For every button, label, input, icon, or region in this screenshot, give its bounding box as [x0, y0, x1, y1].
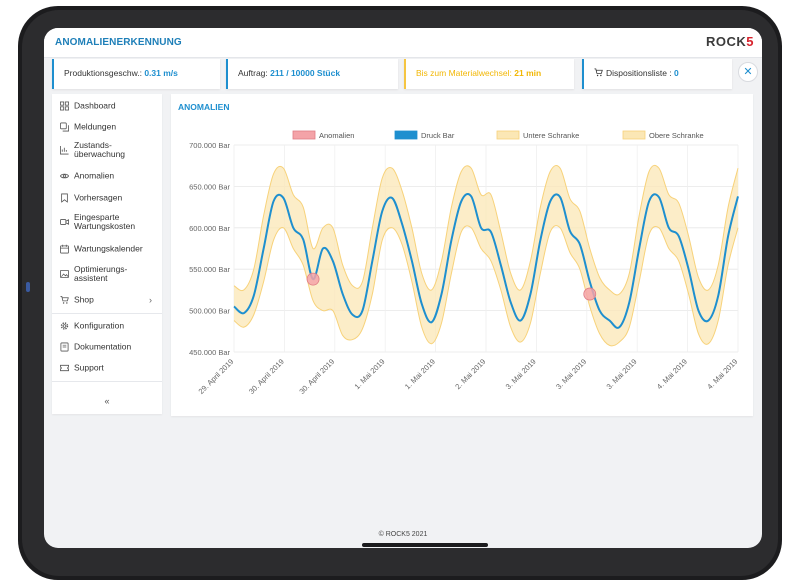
x-tick-label: 4. Mai 2019: [655, 357, 689, 391]
legend-swatch: [394, 130, 418, 140]
dashboard-icon: [60, 101, 69, 111]
x-tick-label: 3. Mai 2019: [554, 357, 588, 391]
sidebar-item-label: Zustands- überwachung: [74, 140, 126, 159]
x-tick-label: 1. Mai 2019: [403, 357, 437, 391]
video-icon: [60, 219, 69, 225]
x-tick-label: 4. Mai 2019: [705, 357, 739, 391]
production-speed-label: Produktionsgeschw.:: [64, 68, 145, 78]
order-card: Auftrag: 211 / 10000 Stück: [226, 59, 398, 89]
sidebar-item-label: Dashboard: [74, 100, 116, 111]
sidebar-item-label: Optimierungs- assistent: [74, 264, 128, 283]
collapse-sidebar-button[interactable]: «: [104, 396, 110, 406]
y-tick-label: 550.000 Bar: [189, 265, 230, 274]
sidebar-item-label: Anomalien: [74, 170, 115, 181]
sidebar-item-vorhersagen[interactable]: Vorhersagen: [52, 188, 162, 208]
y-tick-label: 700.000 Bar: [189, 141, 230, 150]
sidebar-divider: [52, 313, 162, 314]
sidebar-item-label: Vorhersagen: [74, 192, 123, 203]
order-value: 211 / 10000 Stück: [270, 68, 341, 78]
material-change-label: Bis zum Materialwechsel:: [416, 68, 515, 78]
anomalies-panel: ANOMALIEN 700.000 Bar 650.000 Bar 600.000 …: [171, 94, 753, 416]
book-icon: [60, 342, 69, 352]
x-tick-label: 30. April 2019: [247, 357, 286, 396]
series-druck-bar: [233, 193, 739, 329]
anomalies-chart: 700.000 Bar 650.000 Bar 600.000 Bar 550.000…: [189, 130, 739, 396]
ticket-icon: [60, 364, 69, 372]
sidebar-item-shop[interactable]: Shop ›: [52, 290, 162, 310]
home-indicator: [362, 543, 488, 547]
sidebar-item-label: Eingesparte Wartungskosten: [74, 212, 136, 231]
rock5-logo: ROCK5: [705, 34, 754, 49]
y-tick-label: 650.000 Bar: [189, 182, 230, 191]
sidebar-item-label: Wartungskalender: [74, 243, 143, 254]
close-button[interactable]: ✕: [738, 62, 758, 82]
footer-copyright: © ROCK5 2021: [378, 531, 428, 538]
production-speed-card: Produktionsgeschw.: 0.31 m/s: [52, 59, 220, 89]
sidebar-item-label: Dokumentation: [74, 341, 132, 352]
disposition-list-card[interactable]: Dispositionsliste : 0: [582, 59, 732, 89]
disposition-list-value: 0: [674, 68, 679, 78]
chevron-right-icon: ›: [149, 295, 152, 305]
x-tick-label: 3. Mai 2019: [504, 357, 538, 391]
material-change-card: Bis zum Materialwechsel: 21 min: [404, 59, 574, 89]
legend-swatch: [622, 130, 646, 140]
sidebar-item-label: Meldungen: [74, 121, 117, 132]
series-obere-schranke: [233, 164, 739, 296]
image-icon: [60, 269, 69, 279]
sidebar-item-label: Konfiguration: [74, 320, 125, 331]
series-untere-schranke: [233, 225, 739, 347]
sidebar-item-wartungskalender[interactable]: Wartungskalender: [52, 239, 162, 259]
y-tick-label: 500.000 Bar: [189, 307, 230, 316]
anomaly-point: [306, 272, 320, 286]
anomaly-point: [583, 287, 597, 301]
gear-icon: [60, 322, 69, 330]
x-tick-label: 30. April 2019: [297, 357, 336, 396]
sidebar-item-zustandsueberwachung[interactable]: Zustands- überwachung: [52, 138, 162, 162]
y-tick-label: 600.000 Bar: [189, 224, 230, 233]
bookmark-icon: [61, 193, 68, 203]
sidebar-divider: [52, 381, 162, 382]
messages-icon: [60, 122, 69, 132]
sidebar-item-optimierungsassistent[interactable]: Optimierungs- assistent: [52, 262, 162, 286]
sidebar-item-label: Shop: [74, 294, 94, 305]
x-tick-label: 2. Mai 2019: [453, 357, 487, 391]
camera-dot: [26, 282, 30, 292]
legend-label: Untere Schranke: [523, 131, 579, 140]
legend-label: Obere Schranke: [649, 131, 704, 140]
legend-swatch: [292, 130, 316, 140]
top-bar: ANOMALIENERKENNUNG ROCK5: [44, 28, 762, 58]
y-tick-label: 450.000 Bar: [189, 348, 230, 357]
sidebar: Dashboard Meldungen Zustands- überwachun…: [52, 94, 162, 414]
material-change-value: 21 min: [514, 68, 542, 78]
eye-icon: [60, 173, 69, 179]
order-label: Auftrag:: [238, 68, 271, 78]
chart-icon: [60, 145, 69, 155]
cart-icon: [594, 68, 603, 77]
sidebar-item-anomalien[interactable]: Anomalien: [52, 166, 162, 186]
x-tick-label: 29. April 2019: [197, 357, 236, 396]
confidence-band: [234, 165, 738, 346]
panel-title: ANOMALIEN: [178, 102, 230, 112]
calendar-icon: [60, 244, 69, 254]
cart-icon: [60, 295, 69, 304]
legend-label: Anomalien: [319, 131, 354, 140]
sidebar-item-label: Support: [74, 362, 104, 373]
sidebar-item-dashboard[interactable]: Dashboard: [52, 96, 162, 116]
disposition-list-label: Dispositionsliste :: [606, 68, 675, 78]
legend-label: Druck Bar: [421, 131, 455, 140]
production-speed-value: 0.31 m/s: [144, 68, 178, 78]
page-title: ANOMALIENERKENNUNG: [55, 37, 182, 48]
x-tick-label: 1. Mai 2019: [353, 357, 387, 391]
x-tick-label: 3. Mai 2019: [605, 357, 639, 391]
legend-swatch: [496, 130, 520, 140]
sidebar-item-wartungskosten[interactable]: Eingesparte Wartungskosten: [52, 210, 162, 234]
sidebar-item-support[interactable]: Support: [52, 358, 162, 378]
sidebar-item-dokumentation[interactable]: Dokumentation: [52, 337, 162, 357]
sidebar-item-konfiguration[interactable]: Konfiguration: [52, 316, 162, 336]
sidebar-item-meldungen[interactable]: Meldungen: [52, 117, 162, 137]
app-screen: ANOMALIENERKENNUNG ROCK5 Produktionsgesc…: [44, 28, 762, 548]
